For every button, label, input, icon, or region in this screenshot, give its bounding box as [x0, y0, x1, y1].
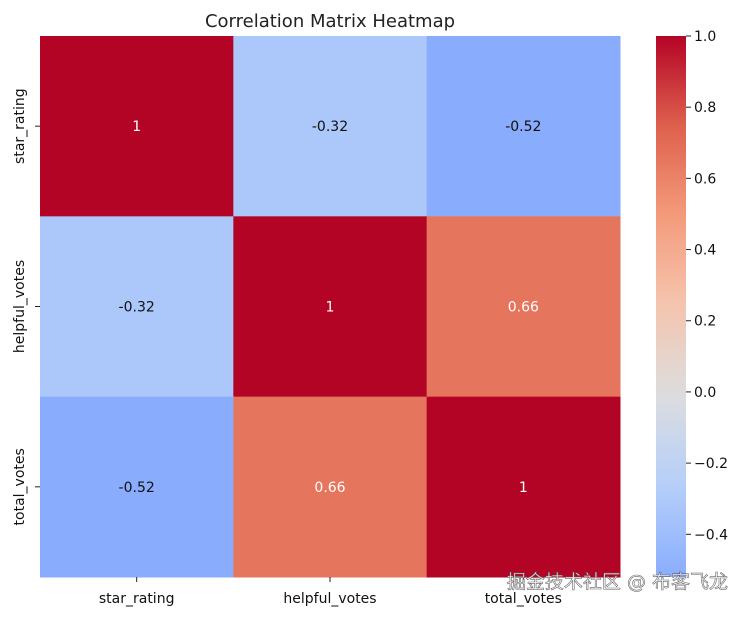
colorbar-gradient [656, 36, 686, 577]
cell-annotation-2-1: 0.66 [314, 480, 345, 496]
cell-annotation-1-0: -0.32 [119, 300, 155, 316]
heatmap-cell-1-0 [40, 216, 234, 398]
watermark-text: 掘金技术社区 @ 布客飞龙 [507, 571, 728, 593]
cell-annotation-2-2: 1 [519, 480, 528, 496]
colorbar-tick-label-5: 0.0 [694, 385, 716, 401]
colorbar-tick-label-1: 0.8 [694, 100, 716, 116]
heatmap-cell-1-1 [233, 216, 428, 398]
cell-annotation-2-0: -0.52 [119, 480, 155, 496]
heatmap-cell-0-0 [40, 36, 234, 217]
x-tick-label-1: helpful_votes [283, 591, 376, 607]
y-tick-label-0: star_rating [12, 88, 28, 164]
heatmap-cell-2-2 [426, 396, 621, 578]
colorbar: 1.0 0.8 0.6 0.4 0.2 0.0 −0.2 −0.4 [656, 29, 728, 577]
colorbar-tick-label-7: −0.4 [694, 527, 728, 543]
heatmap-cell-1-2 [426, 216, 621, 398]
cell-annotation-0-1: -0.32 [312, 119, 348, 135]
cell-annotation-1-2: 0.66 [508, 300, 539, 316]
heatmap-cell-0-1 [233, 36, 428, 217]
cell-annotation-0-2: -0.52 [505, 119, 541, 135]
chart-title: Correlation Matrix Heatmap [205, 11, 455, 32]
colorbar-tick-label-3: 0.4 [694, 243, 716, 259]
cell-annotation-0-0: 1 [132, 119, 141, 135]
heatmap-cell-0-2 [426, 36, 621, 217]
heatmap-cell-2-1 [233, 396, 428, 578]
cell-annotations: 1 -0.32 -0.52 -0.32 1 0.66 -0.52 0.66 1 [119, 119, 542, 496]
y-tick-label-2: total_votes [12, 448, 28, 525]
heatmap-cells [40, 36, 621, 578]
x-tick-label-2: total_votes [485, 591, 562, 607]
y-tick-label-1: helpful_votes [12, 260, 28, 353]
colorbar-tick-label-4: 0.2 [694, 314, 716, 330]
colorbar-tick-label-2: 0.6 [694, 171, 716, 187]
x-tick-label-0: star_rating [99, 591, 175, 607]
colorbar-tick-label-0: 1.0 [694, 29, 716, 45]
colorbar-tick-label-6: −0.2 [694, 456, 728, 472]
x-axis: star_rating helpful_votes total_votes [99, 577, 562, 607]
y-axis: star_rating helpful_votes total_votes [12, 88, 40, 525]
heatmap-cell-2-0 [40, 396, 234, 578]
cell-annotation-1-1: 1 [326, 300, 335, 316]
